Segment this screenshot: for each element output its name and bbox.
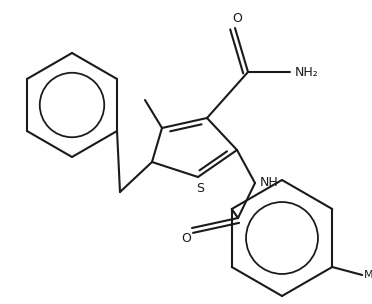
Text: NH₂: NH₂	[295, 65, 319, 78]
Text: S: S	[196, 182, 204, 195]
Text: Me: Me	[364, 270, 372, 280]
Text: NH: NH	[260, 177, 279, 189]
Text: O: O	[181, 232, 191, 244]
Text: O: O	[232, 12, 242, 25]
